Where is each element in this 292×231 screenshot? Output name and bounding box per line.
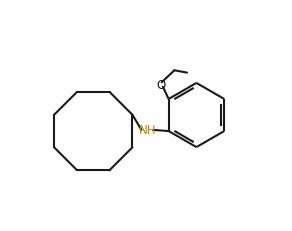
Text: O: O [156, 78, 165, 91]
Text: NH: NH [138, 124, 156, 137]
